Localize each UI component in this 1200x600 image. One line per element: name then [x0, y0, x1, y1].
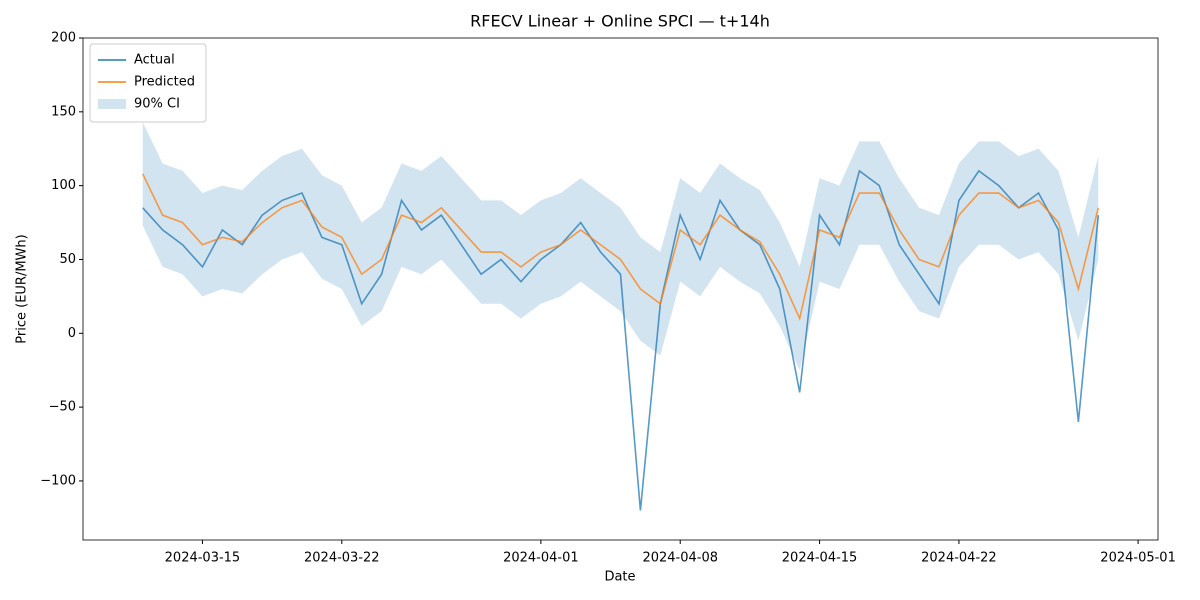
- plot-frame: [82, 37, 1159, 541]
- legend-swatch: [98, 99, 126, 109]
- x-tick-label: 2024-03-22: [304, 551, 380, 566]
- y-tick-label: 200: [51, 31, 76, 46]
- y-tick-label: 50: [59, 252, 76, 267]
- series-line: [142, 173, 1100, 322]
- y-axis-label: Price (EUR/MWh): [15, 234, 30, 343]
- legend-box: [89, 43, 207, 123]
- legend-label: Predicted: [134, 75, 195, 90]
- x-tick-label: 2024-03-15: [165, 551, 241, 566]
- legend-label: Actual: [134, 53, 175, 68]
- legend-label: 90% CI: [134, 97, 180, 112]
- x-tick-label: 2024-04-01: [503, 551, 579, 566]
- x-axis-label: Date: [604, 570, 635, 585]
- y-tick-label: −100: [40, 473, 76, 488]
- y-tick-label: 150: [51, 104, 76, 119]
- series-line: [142, 169, 1100, 511]
- y-tick-label: 100: [51, 178, 76, 193]
- y-tick-label: 0: [68, 326, 76, 341]
- confidence-band: [142, 122, 1099, 371]
- x-tick-label: 2024-05-01: [1100, 551, 1176, 566]
- x-tick-label: 2024-04-22: [921, 551, 997, 566]
- y-tick-label: −50: [49, 400, 76, 415]
- x-tick-label: 2024-04-15: [782, 551, 858, 566]
- x-tick-label: 2024-04-08: [642, 551, 718, 566]
- chart-title: RFECV Linear + Online SPCI — t+14h: [470, 12, 770, 31]
